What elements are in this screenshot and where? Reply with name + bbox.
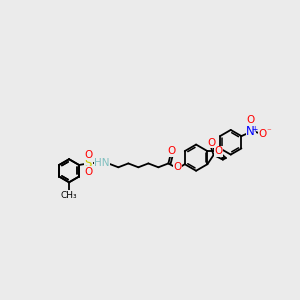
- Text: O: O: [214, 146, 222, 156]
- Text: O: O: [84, 150, 92, 160]
- Text: HN: HN: [94, 158, 110, 168]
- Text: N: N: [246, 125, 255, 138]
- Text: ⁻: ⁻: [266, 128, 271, 137]
- Text: O: O: [84, 167, 92, 177]
- Text: +: +: [251, 125, 258, 134]
- Text: O: O: [207, 138, 215, 148]
- Text: O: O: [247, 115, 255, 125]
- Text: O: O: [168, 146, 176, 156]
- Text: O: O: [173, 162, 182, 172]
- Text: CH₃: CH₃: [61, 191, 77, 200]
- Text: S: S: [85, 157, 92, 170]
- Text: O: O: [259, 129, 267, 139]
